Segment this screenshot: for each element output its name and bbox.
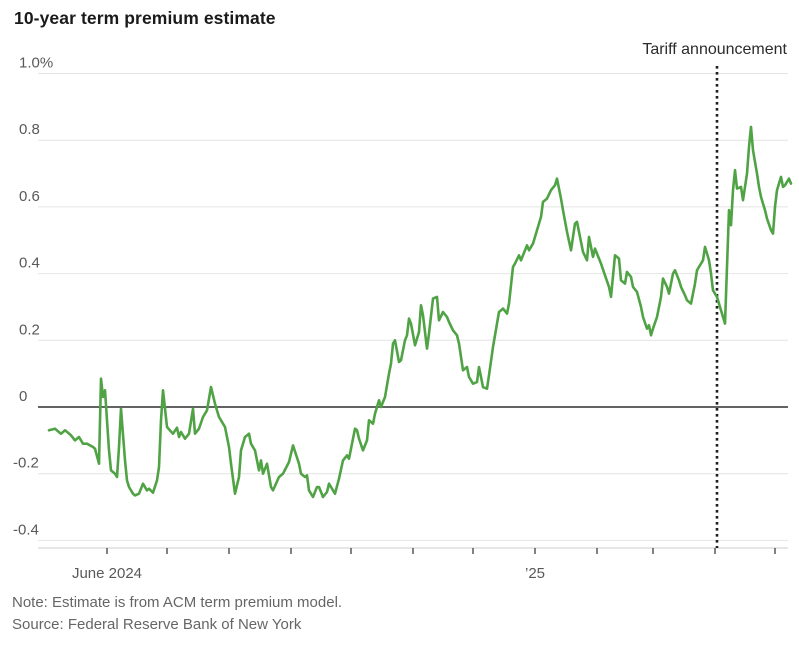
x-tick-label: ’25 <box>525 565 545 582</box>
y-tick-label: 0.2 <box>19 321 40 338</box>
tariff-annotation-label: Tariff announcement <box>642 41 787 58</box>
y-tick-label: 0.6 <box>19 188 40 205</box>
y-tick-label: -0.4 <box>13 521 39 538</box>
y-tick-label: 0.4 <box>19 255 40 272</box>
chart-note: Note: Estimate is from ACM term premium … <box>12 594 343 611</box>
y-tick-label: 1.0% <box>19 55 53 72</box>
y-tick-label: -0.2 <box>13 455 39 472</box>
x-tick-label: June 2024 <box>72 565 142 582</box>
chart-source: Source: Federal Reserve Bank of New York <box>12 616 302 633</box>
series-line <box>47 125 793 499</box>
y-tick-label: 0 <box>19 388 27 405</box>
y-tick-label: 0.8 <box>19 121 40 138</box>
chart-title: 10-year term premium estimate <box>14 8 276 28</box>
term-premium-line-chart: 1.0% 0.8 0.6 0.4 0.2 0 -0.2 -0.4 June 2024 ’25 <box>13 55 793 582</box>
